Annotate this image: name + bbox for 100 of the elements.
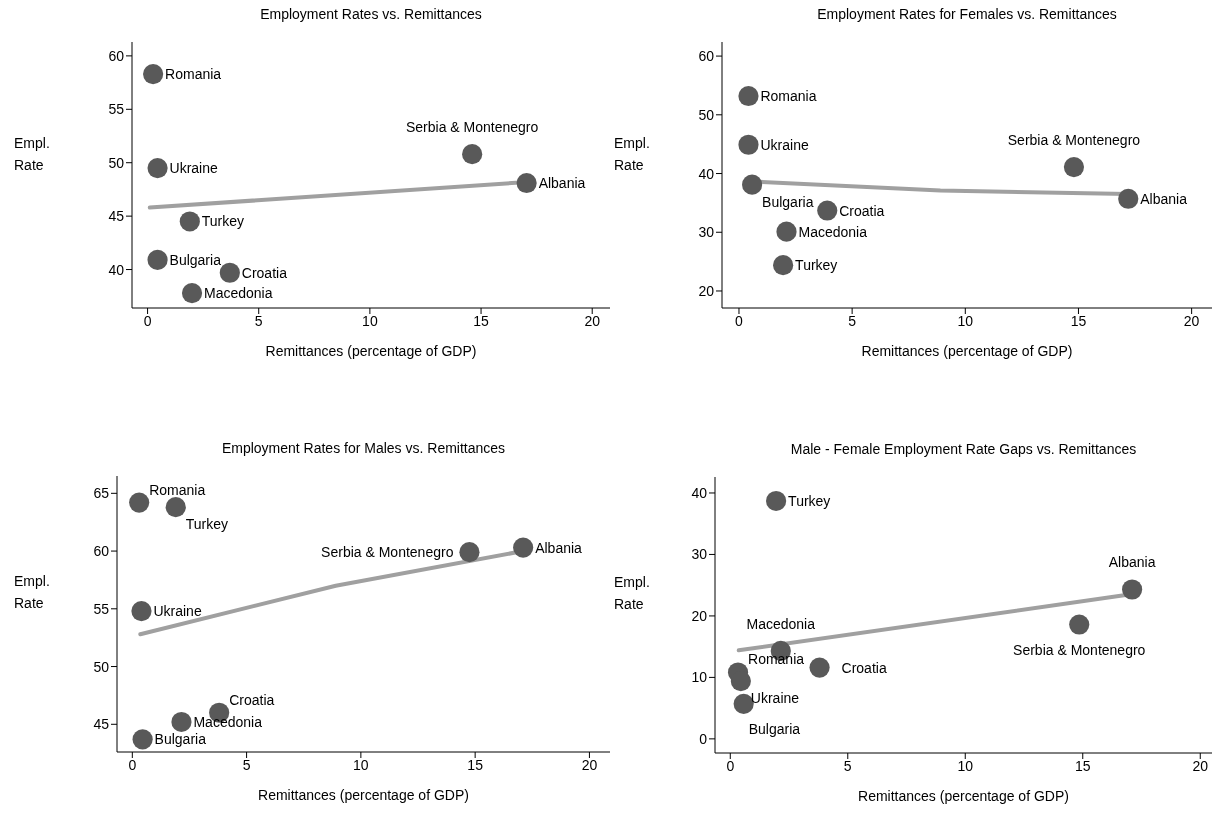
point: [143, 63, 164, 85]
y-tick-label: 60: [698, 48, 715, 65]
data-label: Albania: [1108, 554, 1156, 571]
point: [147, 249, 168, 270]
data-label: Croatia: [241, 264, 288, 281]
point: [179, 211, 200, 232]
x-axis-title: Remittances (percentage of GDP): [258, 787, 469, 803]
x-tick-label: 15: [1074, 757, 1091, 774]
data-label: Albania: [535, 539, 583, 556]
point: [1063, 157, 1085, 178]
y-tick-label: 40: [698, 165, 715, 182]
y-tick-label: 20: [698, 282, 715, 299]
y-tick-label: 65: [93, 485, 110, 502]
x-axis-title: Remittances (percentage of GDP): [858, 788, 1069, 804]
point: [1122, 579, 1143, 600]
point: [766, 490, 787, 512]
y-tick-label: 40: [108, 261, 125, 278]
x-tick-label: 0: [128, 756, 137, 773]
chart-title: Male - Female Employment Rate Gaps vs. Remittances: [789, 441, 1138, 457]
point: [181, 282, 203, 304]
data-label: Serbia & Montenegro: [1013, 641, 1146, 658]
point: [516, 172, 537, 194]
point: [513, 537, 534, 558]
y-tick-label: 40: [691, 484, 708, 501]
data-label: Bulgaria: [762, 193, 814, 210]
data-label: Ukraine: [169, 160, 219, 177]
data-label: Croatia: [839, 202, 885, 219]
point: [132, 729, 153, 750]
point: [131, 601, 152, 622]
y-tick-label: 50: [93, 658, 110, 675]
y-tick-label: 30: [691, 546, 708, 563]
x-tick-label: 0: [726, 757, 735, 774]
data-label: Serbia & Montenegro: [321, 544, 454, 561]
data-label: Romania: [748, 651, 805, 668]
data-label: Macedonia: [193, 713, 263, 730]
x-tick-label: 15: [1070, 312, 1087, 329]
y-tick-label: 50: [108, 154, 125, 171]
y-axis-title: Empl. Rate: [614, 135, 650, 174]
y-tick-label: 60: [108, 47, 125, 64]
x-tick-label: 20: [584, 312, 601, 329]
point: [738, 85, 759, 107]
data-label: Bulgaria: [154, 731, 207, 748]
data-label: Serbia & Montenegro: [1007, 132, 1141, 149]
y-tick-label: 10: [691, 669, 708, 686]
chart-title: Employment Rates vs. Remittances: [259, 6, 483, 22]
data-label: Macedonia: [746, 615, 816, 632]
x-tick-label: 10: [957, 312, 974, 329]
data-label: Romania: [760, 88, 817, 105]
y-tick-label: 20: [691, 607, 708, 624]
y-tick-label: 50: [698, 106, 715, 123]
point: [817, 200, 838, 221]
data-label: Albania: [1140, 190, 1188, 207]
y-axis-title: Empl. Rate: [14, 135, 50, 174]
x-tick-label: 10: [353, 756, 369, 773]
x-tick-label: 15: [467, 756, 484, 773]
point: [219, 262, 240, 283]
x-tick-label: 20: [1192, 757, 1209, 774]
x-tick-label: 5: [843, 757, 852, 774]
chart-title: Employment Rates for Males vs. Remittances: [220, 440, 507, 456]
data-label: Ukraine: [760, 136, 809, 153]
x-tick-label: 0: [735, 312, 744, 329]
data-label: Albania: [538, 175, 586, 192]
y-tick-label: 55: [108, 101, 125, 118]
point: [147, 157, 168, 179]
y-tick-label: 0: [699, 730, 708, 747]
data-label: Turkey: [795, 257, 838, 274]
data-label: Croatia: [229, 691, 275, 708]
point: [738, 134, 759, 155]
data-label: Turkey: [185, 516, 229, 533]
data-label: Turkey: [201, 213, 245, 230]
x-tick-label: 0: [143, 312, 152, 329]
y-tick-label: 45: [108, 208, 125, 225]
data-label: Turkey: [788, 492, 831, 509]
x-tick-label: 5: [848, 312, 857, 329]
y-tick-label: 55: [93, 600, 110, 617]
point: [1069, 614, 1090, 635]
point: [809, 657, 830, 678]
x-tick-label: 10: [957, 757, 974, 774]
data-label: Ukraine: [153, 603, 202, 620]
point: [462, 144, 483, 165]
y-axis-title: Empl. Rate: [614, 574, 650, 613]
data-label: Croatia: [841, 659, 887, 676]
x-tick-label: 15: [473, 312, 490, 329]
point: [773, 255, 794, 276]
point: [776, 221, 797, 242]
point: [1118, 188, 1139, 209]
y-tick-label: 60: [93, 543, 110, 560]
chart-title: Employment Rates for Females vs. Remittances: [816, 6, 1118, 22]
x-tick-label: 20: [1183, 312, 1200, 329]
data-label: Romania: [149, 481, 206, 498]
y-axis-title: Empl. Rate: [14, 573, 50, 612]
x-axis-title: Remittances (percentage of GDP): [265, 343, 477, 359]
x-tick-label: 5: [242, 756, 251, 773]
data-label: Bulgaria: [169, 251, 222, 268]
data-label: Macedonia: [798, 223, 868, 240]
point: [742, 174, 763, 195]
y-tick-label: 30: [698, 224, 715, 241]
point: [730, 671, 751, 692]
point: [171, 711, 192, 733]
data-label: Romania: [165, 66, 222, 83]
